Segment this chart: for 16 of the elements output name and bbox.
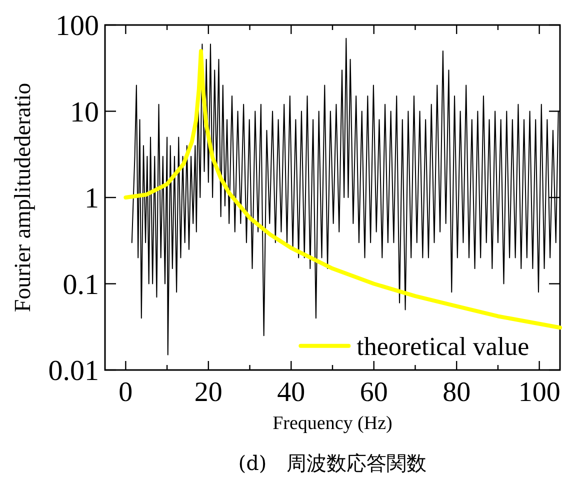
x-tick-label: 0 <box>118 377 133 408</box>
legend: theoretical value <box>298 332 530 361</box>
y-axis-title: Fourier amplitudederatio <box>10 82 35 312</box>
x-axis-title: Frequency (Hz) <box>272 413 392 434</box>
x-tick-label: 80 <box>442 377 471 408</box>
text: (d) 周波数応答関数 <box>238 451 427 475</box>
y-tick-label: 10 <box>70 96 99 128</box>
y-tick-label: 0.1 <box>62 268 99 301</box>
x-tick-label: 20 <box>194 377 222 408</box>
x-tick-label: 40 <box>277 377 306 408</box>
legend-label: theoretical value <box>356 332 530 361</box>
x-tick-label: 100 <box>518 377 560 408</box>
y-tick-label: 1 <box>84 182 99 214</box>
y-tick-label: 100 <box>56 10 99 42</box>
x-tick-label: 60 <box>360 377 388 408</box>
y-tick-label: 0.01 <box>48 355 99 387</box>
